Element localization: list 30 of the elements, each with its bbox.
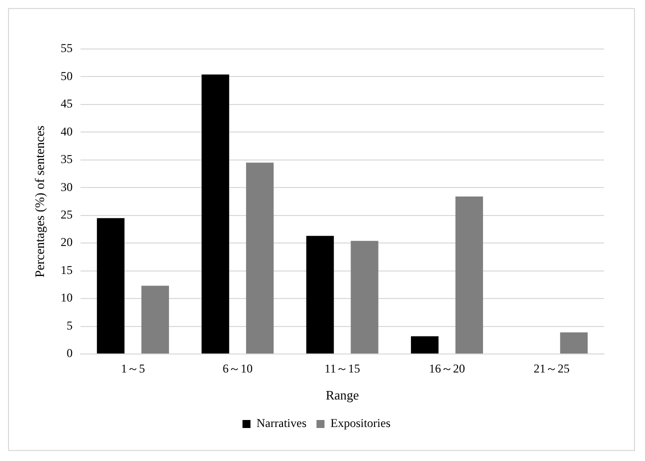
legend-label: Narratives bbox=[256, 416, 307, 430]
y-tick-label: 50 bbox=[60, 68, 73, 83]
x-tick-label: 16～20 bbox=[428, 361, 465, 376]
bar bbox=[350, 240, 378, 354]
legend-label: Expositories bbox=[330, 416, 391, 430]
y-tick-label: 25 bbox=[60, 208, 73, 222]
bar bbox=[246, 162, 274, 354]
y-tick-label: 45 bbox=[60, 96, 73, 111]
y-tick-label: 5 bbox=[66, 318, 73, 332]
bar bbox=[306, 236, 334, 354]
x-tick-label: 21～25 bbox=[534, 361, 570, 376]
y-axis-title: Percentages (%) of sentences bbox=[32, 126, 48, 278]
x-tick-label: 6～10 bbox=[222, 361, 253, 376]
y-tick-label: 30 bbox=[60, 180, 73, 194]
y-tick-label: 15 bbox=[60, 262, 73, 277]
y-tick-label: 10 bbox=[60, 290, 73, 305]
bar bbox=[96, 218, 124, 354]
x-tick-label: 1～5 bbox=[120, 361, 145, 376]
y-tick-label: 0 bbox=[66, 346, 73, 360]
bar bbox=[141, 286, 169, 354]
y-tick-label: 35 bbox=[60, 152, 73, 166]
bar bbox=[410, 336, 439, 354]
y-tick-label: 55 bbox=[60, 41, 73, 56]
bar bbox=[560, 332, 588, 354]
x-axis-title: Range bbox=[326, 388, 360, 403]
y-tick-label: 40 bbox=[60, 124, 73, 138]
y-tick-label: 20 bbox=[60, 235, 73, 250]
bar bbox=[455, 196, 484, 354]
x-tick-label: 11～15 bbox=[324, 361, 360, 376]
bar bbox=[202, 74, 230, 354]
